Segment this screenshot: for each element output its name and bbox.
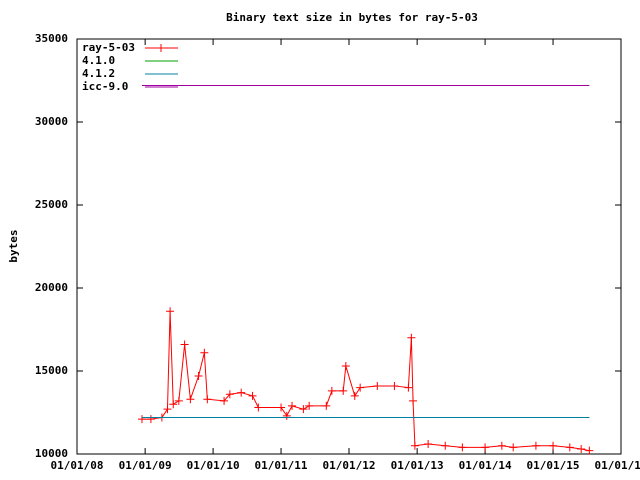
point-marker <box>254 403 263 412</box>
point-marker <box>305 401 314 410</box>
point-marker <box>424 440 433 449</box>
point-marker <box>404 383 413 392</box>
y-tick-label: 35000 <box>35 32 68 45</box>
point-marker <box>409 396 418 405</box>
plot-frame <box>76 38 622 455</box>
y-tick-label: 10000 <box>35 447 68 460</box>
legend-marker <box>157 44 165 52</box>
x-tick-label: 01/01/16 <box>595 459 640 472</box>
point-marker <box>137 415 146 424</box>
x-tick-label: 01/01/13 <box>391 459 444 472</box>
point-marker <box>288 401 297 410</box>
point-marker <box>350 391 359 400</box>
point-marker <box>200 348 209 357</box>
point-marker <box>458 443 467 452</box>
legend-label: icc-9.0 <box>82 80 128 93</box>
point-marker <box>174 396 183 405</box>
point-marker <box>203 395 212 404</box>
x-tick-label: 01/01/14 <box>459 459 512 472</box>
point-marker <box>341 362 350 371</box>
chart-title: Binary text size in bytes for ray-5-03 <box>226 11 478 24</box>
point-marker <box>373 381 382 390</box>
point-marker <box>180 340 189 349</box>
y-tick-label: 20000 <box>35 281 68 294</box>
y-tick-label: 25000 <box>35 198 68 211</box>
point-marker <box>194 371 203 380</box>
point-marker <box>577 445 586 454</box>
point-marker <box>225 390 234 399</box>
point-marker <box>146 415 155 424</box>
point-marker <box>163 405 172 414</box>
point-marker <box>282 411 291 420</box>
point-marker <box>531 441 540 450</box>
x-tick-label: 01/01/08 <box>51 459 104 472</box>
legend-label: ray-5-03 <box>82 41 135 54</box>
point-marker <box>169 400 178 409</box>
x-tick-label: 01/01/11 <box>255 459 308 472</box>
point-marker <box>237 388 246 397</box>
point-marker <box>481 443 490 452</box>
point-marker <box>248 391 257 400</box>
point-marker <box>585 446 594 455</box>
series-line <box>141 311 590 452</box>
x-tick-label: 01/01/09 <box>119 459 172 472</box>
x-tick-label: 01/01/12 <box>323 459 376 472</box>
point-marker <box>339 386 348 395</box>
point-marker <box>441 441 450 450</box>
y-axis-label: bytes <box>7 229 20 262</box>
point-marker <box>277 403 286 412</box>
point-marker <box>497 441 506 450</box>
x-tick-label: 01/01/10 <box>187 459 240 472</box>
point-marker <box>565 443 574 452</box>
point-marker <box>166 307 175 316</box>
point-marker <box>220 396 229 405</box>
y-tick-label: 15000 <box>35 364 68 377</box>
point-marker <box>407 333 416 342</box>
legend-label: 4.1.2 <box>82 67 115 80</box>
point-marker <box>322 401 331 410</box>
y-tick-label: 30000 <box>35 115 68 128</box>
point-marker <box>327 386 336 395</box>
point-marker <box>299 405 308 414</box>
point-marker <box>186 395 195 404</box>
point-marker <box>509 443 518 452</box>
point-marker <box>410 441 419 450</box>
x-tick-label: 01/01/15 <box>527 459 580 472</box>
legend-label: 4.1.0 <box>82 54 115 67</box>
point-marker <box>549 441 558 450</box>
point-marker <box>390 381 399 390</box>
point-marker <box>356 383 365 392</box>
